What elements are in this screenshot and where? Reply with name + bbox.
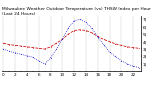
Text: Milwaukee Weather Outdoor Temperature (vs) THSW Index per Hour (Last 24 Hours): Milwaukee Weather Outdoor Temperature (v… [2, 7, 150, 16]
